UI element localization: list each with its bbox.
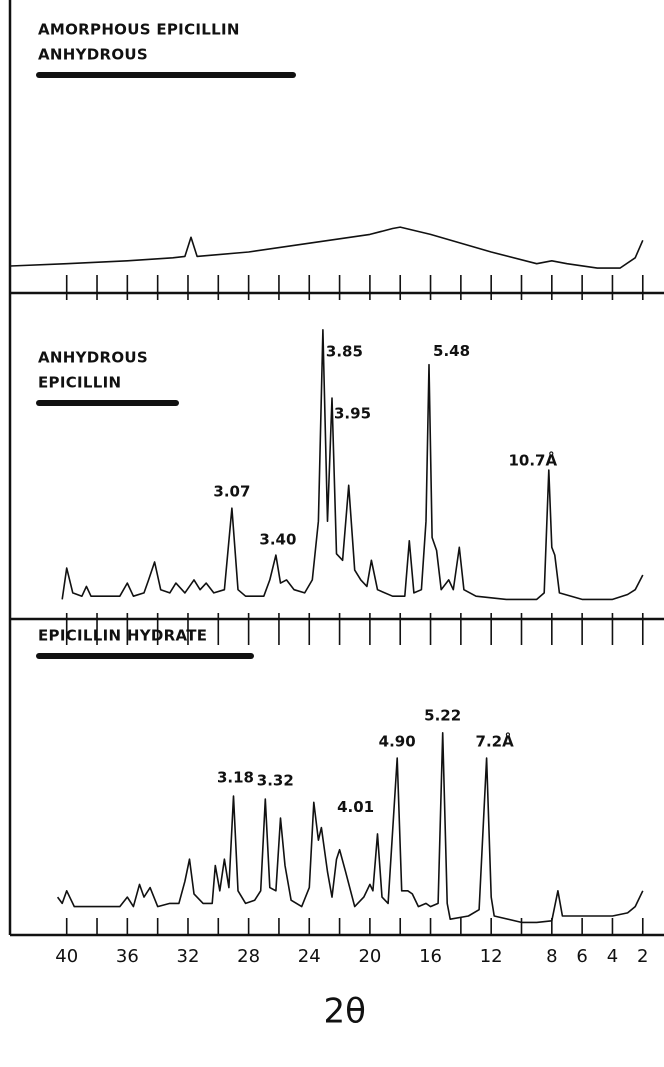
diffraction-trace — [56, 732, 644, 924]
panel-title: EPICILLIN HYDRATE — [38, 627, 207, 645]
x-tick-label: 28 — [237, 946, 260, 967]
diffraction-trace — [10, 226, 644, 269]
peak-label: 3.32 — [257, 772, 294, 790]
peak-label: 4.01 — [337, 798, 374, 816]
x-tick-label: 40 — [55, 946, 78, 967]
x-tick-label: 20 — [358, 946, 381, 967]
peak-label: 10.7Å — [508, 451, 557, 470]
peak-label: 5.22 — [424, 706, 461, 724]
peak-label: 3.85 — [326, 342, 363, 360]
peak-label: 7.2Å — [476, 732, 515, 751]
peak-label: 4.90 — [379, 733, 416, 751]
x-tick-label: 6 — [576, 946, 587, 967]
title-underline — [36, 653, 254, 659]
x-tick-label: 32 — [177, 946, 200, 967]
x-tick-label: 4 — [607, 946, 618, 967]
panel-title: AMORPHOUS EPICILLIN — [38, 21, 240, 39]
diffraction-trace — [61, 329, 644, 601]
x-tick-label: 36 — [116, 946, 139, 967]
peak-label: 3.18 — [217, 768, 254, 786]
peak-label: 3.40 — [259, 531, 296, 549]
x-tick-label: 2 — [637, 946, 648, 967]
panel-title: ANHYDROUS — [38, 349, 148, 367]
x-tick-label: 12 — [480, 946, 503, 967]
peak-label: 3.07 — [213, 483, 250, 501]
x-tick-label: 24 — [298, 946, 321, 967]
x-tick-label: 16 — [419, 946, 442, 967]
panel-title: EPICILLIN — [38, 374, 121, 392]
title-underline — [36, 400, 179, 406]
peak-label: 5.48 — [433, 342, 470, 360]
x-axis-label: 2θ — [324, 992, 366, 1032]
panel-title: ANHYDROUS — [38, 46, 148, 64]
title-underline — [36, 72, 296, 78]
x-tick-label: 8 — [546, 946, 557, 967]
peak-label: 3.95 — [334, 404, 371, 422]
